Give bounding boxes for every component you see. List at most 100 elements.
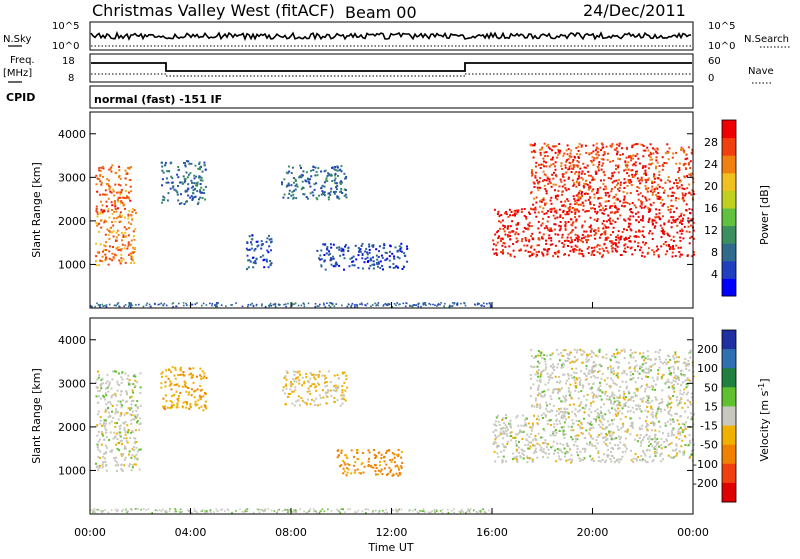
velocity-cell [168, 368, 170, 370]
velocity-cell [668, 403, 670, 405]
power-cell [581, 237, 583, 239]
velocity-cell [537, 366, 539, 368]
velocity-cell [587, 422, 589, 424]
power-cell [566, 211, 568, 213]
velocity-cell [588, 372, 590, 374]
power-cell [668, 220, 670, 222]
velocity-cell [541, 396, 543, 398]
velocity-cell [202, 409, 204, 411]
velocity-cell [175, 384, 177, 386]
power-cell [382, 257, 384, 259]
power-cell [364, 261, 366, 263]
power-cell [387, 304, 389, 306]
velocity-cell [650, 438, 652, 440]
power-cell [669, 246, 671, 248]
velocity-cell [193, 382, 195, 384]
power-cell [588, 199, 590, 201]
power-cell [268, 266, 270, 268]
velocity-cell [640, 442, 642, 444]
velocity-cell [105, 409, 107, 411]
power-cell [662, 156, 664, 158]
power-cell [690, 194, 692, 196]
power-cell [494, 209, 496, 211]
power-cell [577, 165, 579, 167]
power-cell [326, 302, 328, 304]
velocity-cell [622, 423, 624, 425]
velocity-cell [674, 413, 676, 415]
velocity-cell [245, 510, 247, 512]
power-cell [162, 304, 164, 306]
velocity-cell [590, 402, 592, 404]
power-cell [113, 257, 115, 259]
velocity-cell [568, 387, 570, 389]
velocity-cell [125, 434, 127, 436]
velocity-cell [130, 423, 132, 425]
power-cell [196, 302, 198, 304]
velocity-cell [606, 398, 608, 400]
power-cell [511, 220, 513, 222]
power-cell [341, 192, 343, 194]
velocity-cell [200, 396, 202, 398]
velocity-cell [169, 380, 171, 382]
power-cell [176, 174, 178, 176]
power-cell [557, 195, 559, 197]
power-cell [175, 190, 177, 192]
power-cell [648, 247, 650, 249]
power-cell [565, 222, 567, 224]
velocity-cell [677, 419, 679, 421]
power-cell [542, 222, 544, 224]
velocity-cell [116, 461, 118, 463]
velocity-cell [564, 452, 566, 454]
velocity-cell [515, 440, 517, 442]
velocity-cell [529, 446, 531, 448]
power-cell [647, 207, 649, 209]
power-cell [645, 179, 647, 181]
velocity-cell [603, 441, 605, 443]
power-cell [644, 206, 646, 208]
power-cell [159, 304, 161, 306]
power-cell [577, 238, 579, 240]
power-cell [566, 198, 568, 200]
power-cell [359, 303, 361, 305]
velocity-cell [341, 398, 343, 400]
velocity-cell [271, 510, 273, 512]
power-cell [329, 302, 331, 304]
power-cell [559, 214, 561, 216]
power-cell [114, 221, 116, 223]
velocity-cell [103, 396, 105, 398]
velocity-cell [133, 437, 135, 439]
power-cell [581, 226, 583, 228]
power-cell [110, 168, 112, 170]
power-cell [540, 167, 542, 169]
power-cell [688, 226, 690, 228]
velocity-cell [182, 511, 184, 513]
velocity-cell [171, 401, 173, 403]
velocity-cell [523, 431, 525, 433]
power-cell [109, 304, 111, 306]
power-cell [167, 199, 169, 201]
power-cell [507, 252, 509, 254]
power-scatter-region [492, 208, 695, 258]
velocity-cell [139, 392, 141, 394]
velocity-cell [533, 452, 535, 454]
power-cell [512, 231, 514, 233]
power-cell [589, 182, 591, 184]
power-cell [108, 234, 110, 236]
power-cell [544, 155, 546, 157]
power-cell [374, 303, 376, 305]
velocity-cell [122, 454, 124, 456]
power-cell [569, 209, 571, 211]
power-cell [542, 218, 544, 220]
power-cell [327, 175, 329, 177]
power-cell [578, 183, 580, 185]
power-cell [292, 167, 294, 169]
velocity-cell [637, 377, 639, 379]
power-cell [200, 183, 202, 185]
power-colorbar-tick: 28 [704, 136, 718, 149]
power-cell [95, 260, 97, 262]
velocity-cell [625, 446, 627, 448]
velocity-cell [617, 448, 619, 450]
velocity-cell [294, 405, 296, 407]
velocity-cell [510, 435, 512, 437]
power-cell [610, 223, 612, 225]
